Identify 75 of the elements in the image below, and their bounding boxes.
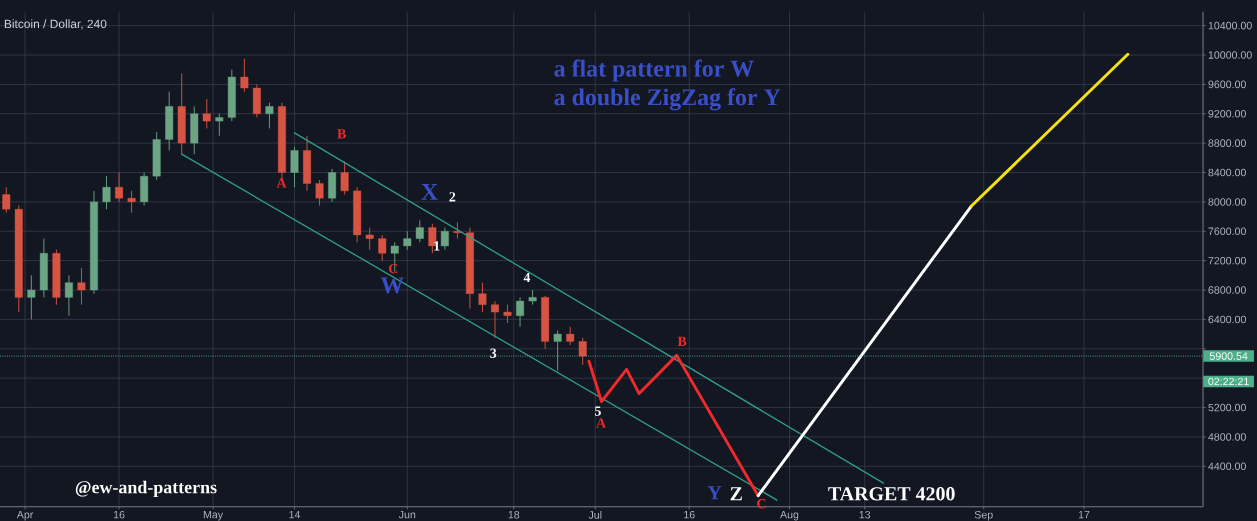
candlestick	[27, 274, 36, 320]
x-tick-label: Apr	[16, 510, 34, 521]
annotation: Z	[730, 487, 742, 501]
y-tick-label: 8400.00	[1208, 168, 1246, 177]
annotation: A	[596, 418, 606, 428]
candlestick	[2, 186, 11, 214]
y-tick-label: 6800.00	[1208, 286, 1246, 294]
candlestick	[64, 274, 73, 317]
x-tick-label: 17	[1078, 510, 1090, 519]
candlestick	[215, 113, 224, 137]
annotation: X	[421, 184, 438, 200]
candlestick	[516, 296, 525, 328]
candlestick	[202, 98, 211, 129]
candlestick	[415, 219, 424, 243]
x-tick-label: Sep	[974, 510, 993, 521]
candlestick	[403, 230, 412, 251]
annotation: a flat pattern for W	[554, 59, 754, 82]
x-tick-label: Jun	[398, 510, 416, 519]
x-tick-label: 16	[113, 510, 125, 519]
annotation: @ew-and-patterns	[75, 480, 217, 497]
candlestick	[440, 227, 449, 251]
y-tick-label: 7600.00	[1208, 227, 1246, 236]
annotation: W	[380, 277, 404, 294]
y-tick-label: 6400.00	[1208, 315, 1246, 324]
annotation: 4	[523, 272, 531, 283]
candlestick	[127, 190, 136, 214]
candlestick	[503, 304, 512, 324]
ref-line-label: 5900.54	[1209, 352, 1248, 360]
annotation: TARGET 4200	[828, 487, 955, 501]
y-tick-label: 7200.00	[1208, 256, 1246, 265]
candlestick	[578, 337, 587, 366]
candlestick	[265, 102, 274, 129]
candlestick	[566, 326, 575, 346]
candlestick	[102, 175, 111, 210]
annotation: 1	[434, 241, 440, 251]
x-tick-label: 13	[859, 510, 871, 519]
y-tick-label: 4800.00	[1208, 433, 1246, 441]
annotation: C	[757, 499, 766, 509]
x-tick-label: 18	[508, 510, 520, 519]
text: 02:22:21	[1208, 377, 1249, 386]
annotation: 5	[594, 406, 601, 416]
candlestick	[491, 300, 499, 339]
candlestick	[315, 179, 324, 207]
candlestick	[115, 172, 124, 203]
candlestick	[378, 234, 387, 262]
y-tick-label: 9600.00	[1208, 80, 1246, 89]
candlestick	[478, 282, 487, 313]
candlestick	[290, 146, 299, 188]
x-tick-label: 16	[684, 510, 695, 519]
x-tick-label: 14	[289, 510, 301, 519]
y-tick-label: 10000.00	[1208, 51, 1252, 59]
annotation: A	[276, 178, 287, 188]
y-tick-label: 8000.00	[1208, 198, 1246, 206]
annotation: C	[389, 263, 398, 274]
y-tick-label: 10400.00	[1208, 21, 1252, 30]
candlestick	[553, 329, 562, 372]
annotation: 2	[449, 192, 456, 202]
candlestick	[240, 58, 249, 93]
text: Bitcoin / Dollar, 240	[4, 19, 107, 30]
candlestick	[365, 227, 374, 251]
annotation: B	[337, 129, 346, 139]
annotation: a double ZigZag for Y	[554, 88, 781, 111]
candlestick	[340, 161, 349, 196]
annotation: 3	[490, 348, 497, 358]
y-tick-label: 4400.00	[1208, 462, 1246, 471]
y-tick-label: 8800.00	[1208, 139, 1246, 147]
y-tick-label: 9200.00	[1208, 110, 1246, 118]
annotation: Y	[707, 486, 722, 500]
candlestick	[77, 267, 86, 306]
x-tick-label: Aug	[780, 510, 799, 521]
candlestick	[390, 241, 399, 273]
y-tick-label: 5200.00	[1208, 403, 1246, 412]
annotation: B	[677, 336, 687, 346]
x-tick-label: May	[203, 510, 224, 521]
x-tick-label: Jul	[588, 510, 602, 519]
